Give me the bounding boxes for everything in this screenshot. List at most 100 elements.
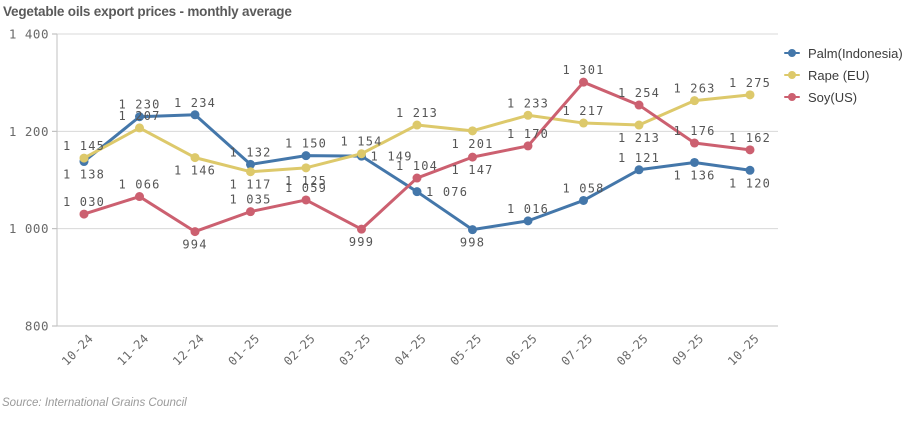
- data-point-soy-10-25[interactable]: [745, 145, 755, 155]
- data-label-rape-08-25: 1 213: [618, 131, 660, 145]
- x-axis-label: 04-25: [392, 331, 429, 368]
- data-point-rape-10-24[interactable]: [79, 153, 89, 163]
- data-label-soy-06-25: 1 170: [507, 127, 549, 141]
- data-label-rape-11-24: 1 207: [118, 109, 160, 123]
- data-label-palm-08-25: 1 121: [618, 151, 660, 165]
- palm-series-marker-icon: [784, 48, 802, 58]
- legend-item-soy[interactable]: Soy(US): [784, 86, 903, 108]
- data-point-palm-01-25[interactable]: [246, 159, 255, 169]
- data-label-rape-04-25: 1 213: [396, 106, 438, 120]
- y-axis-label: 1 200: [9, 124, 49, 139]
- data-point-rape-08-25[interactable]: [634, 120, 644, 130]
- x-axis-label: 09-25: [669, 331, 706, 368]
- x-axis-label: 10-24: [59, 331, 96, 368]
- data-point-soy-07-25[interactable]: [579, 77, 588, 87]
- data-point-rape-02-25[interactable]: [301, 163, 311, 173]
- data-point-rape-09-25[interactable]: [690, 96, 699, 106]
- data-point-palm-08-25[interactable]: [634, 165, 644, 175]
- data-point-palm-02-25[interactable]: [301, 151, 311, 161]
- x-axis-label: 11-24: [114, 331, 151, 368]
- data-point-palm-09-25[interactable]: [690, 157, 699, 167]
- data-point-soy-05-25[interactable]: [468, 152, 477, 162]
- data-label-rape-06-25: 1 233: [507, 96, 549, 110]
- data-point-soy-11-24[interactable]: [135, 192, 144, 202]
- data-label-rape-10-24: 1 145: [63, 139, 105, 153]
- data-label-palm-10-25: 1 120: [729, 176, 771, 190]
- x-axis-label: 08-25: [614, 331, 651, 368]
- data-label-palm-11-24: 1 230: [118, 98, 160, 112]
- data-label-palm-06-25: 1 016: [507, 202, 549, 216]
- data-point-soy-04-25[interactable]: [412, 173, 422, 183]
- data-point-soy-02-25[interactable]: [301, 195, 311, 205]
- data-point-soy-08-25[interactable]: [634, 100, 644, 110]
- data-point-rape-03-25[interactable]: [357, 149, 366, 159]
- data-label-rape-10-25: 1 275: [729, 76, 771, 90]
- x-axis-label: 01-25: [225, 331, 262, 368]
- data-point-palm-07-25[interactable]: [579, 195, 588, 205]
- rape-series-marker-icon: [784, 70, 802, 80]
- legend-label-palm: Palm(Indonesia): [808, 45, 903, 61]
- data-label-rape-03-25: 1 154: [340, 135, 382, 149]
- soy-series-marker-icon: [784, 92, 802, 102]
- y-axis-label: 1 000: [9, 221, 49, 236]
- data-point-soy-03-25[interactable]: [357, 224, 366, 234]
- data-point-rape-04-25[interactable]: [412, 120, 422, 130]
- data-point-rape-12-24[interactable]: [190, 153, 200, 163]
- x-axis-label: 02-25: [281, 331, 318, 368]
- data-point-palm-12-24[interactable]: [190, 110, 200, 120]
- data-point-soy-10-24[interactable]: [79, 209, 89, 219]
- y-axis-label: 800: [25, 319, 49, 334]
- data-point-palm-06-25[interactable]: [523, 216, 533, 226]
- data-label-palm-01-25: 1 132: [229, 145, 271, 159]
- x-axis-label: 07-25: [558, 331, 595, 368]
- data-point-soy-01-25[interactable]: [246, 207, 255, 217]
- data-point-palm-10-25[interactable]: [745, 165, 755, 175]
- x-axis-label: 10-25: [725, 331, 762, 368]
- data-label-rape-01-25: 1 117: [229, 178, 271, 192]
- data-label-rape-05-25: 1 201: [451, 137, 493, 151]
- data-point-rape-10-25[interactable]: [745, 90, 755, 100]
- data-point-palm-04-25[interactable]: [412, 187, 422, 197]
- data-point-rape-06-25[interactable]: [523, 110, 533, 120]
- legend-item-palm[interactable]: Palm(Indonesia): [784, 42, 903, 64]
- data-label-palm-12-24: 1 234: [174, 96, 216, 110]
- data-label-soy-01-25: 1 035: [229, 193, 271, 207]
- x-axis-label: 06-25: [503, 331, 540, 368]
- data-label-soy-11-24: 1 066: [118, 178, 160, 192]
- chart-title: Vegetable oils export prices - monthly a…: [3, 4, 292, 19]
- source-note: Source: International Grains Council: [2, 397, 187, 409]
- data-label-soy-09-25: 1 176: [673, 124, 715, 138]
- data-label-palm-04-25: 1 076: [426, 185, 468, 199]
- data-point-rape-05-25[interactable]: [468, 126, 477, 136]
- data-label-soy-04-25: 1 104: [396, 159, 438, 173]
- data-label-soy-10-25: 1 162: [729, 131, 771, 145]
- legend-item-rape[interactable]: Rape (EU): [784, 64, 903, 86]
- data-label-soy-02-25: 1 059: [285, 181, 327, 195]
- data-label-palm-02-25: 1 150: [285, 137, 327, 151]
- data-label-rape-12-24: 1 146: [174, 164, 216, 178]
- data-label-palm-09-25: 1 136: [673, 168, 715, 182]
- data-label-soy-10-24: 1 030: [63, 195, 105, 209]
- data-point-soy-06-25[interactable]: [523, 141, 533, 151]
- x-axis-label: 05-25: [447, 331, 484, 368]
- data-label-soy-12-24: 994: [182, 238, 207, 252]
- x-axis-label: 03-25: [336, 331, 373, 368]
- data-point-soy-12-24[interactable]: [190, 227, 200, 237]
- legend-label-soy: Soy(US): [808, 89, 858, 105]
- y-axis-label: 1 400: [9, 27, 49, 42]
- data-point-palm-11-24[interactable]: [135, 112, 144, 122]
- data-label-soy-05-25: 1 147: [451, 163, 493, 177]
- data-point-rape-07-25[interactable]: [579, 118, 588, 128]
- data-label-rape-02-25: 1 125: [285, 174, 327, 188]
- legend-label-rape: Rape (EU): [808, 67, 870, 83]
- data-point-rape-01-25[interactable]: [246, 167, 255, 177]
- data-point-rape-11-24[interactable]: [135, 123, 144, 133]
- data-point-palm-05-25[interactable]: [468, 225, 477, 235]
- data-label-soy-08-25: 1 254: [618, 86, 660, 100]
- data-label-palm-07-25: 1 058: [562, 181, 604, 195]
- data-label-soy-07-25: 1 301: [562, 63, 604, 77]
- legend: Palm(Indonesia) Rape (EU) Soy(US): [784, 42, 903, 108]
- data-point-soy-09-25[interactable]: [690, 138, 699, 148]
- data-label-rape-09-25: 1 263: [673, 82, 715, 96]
